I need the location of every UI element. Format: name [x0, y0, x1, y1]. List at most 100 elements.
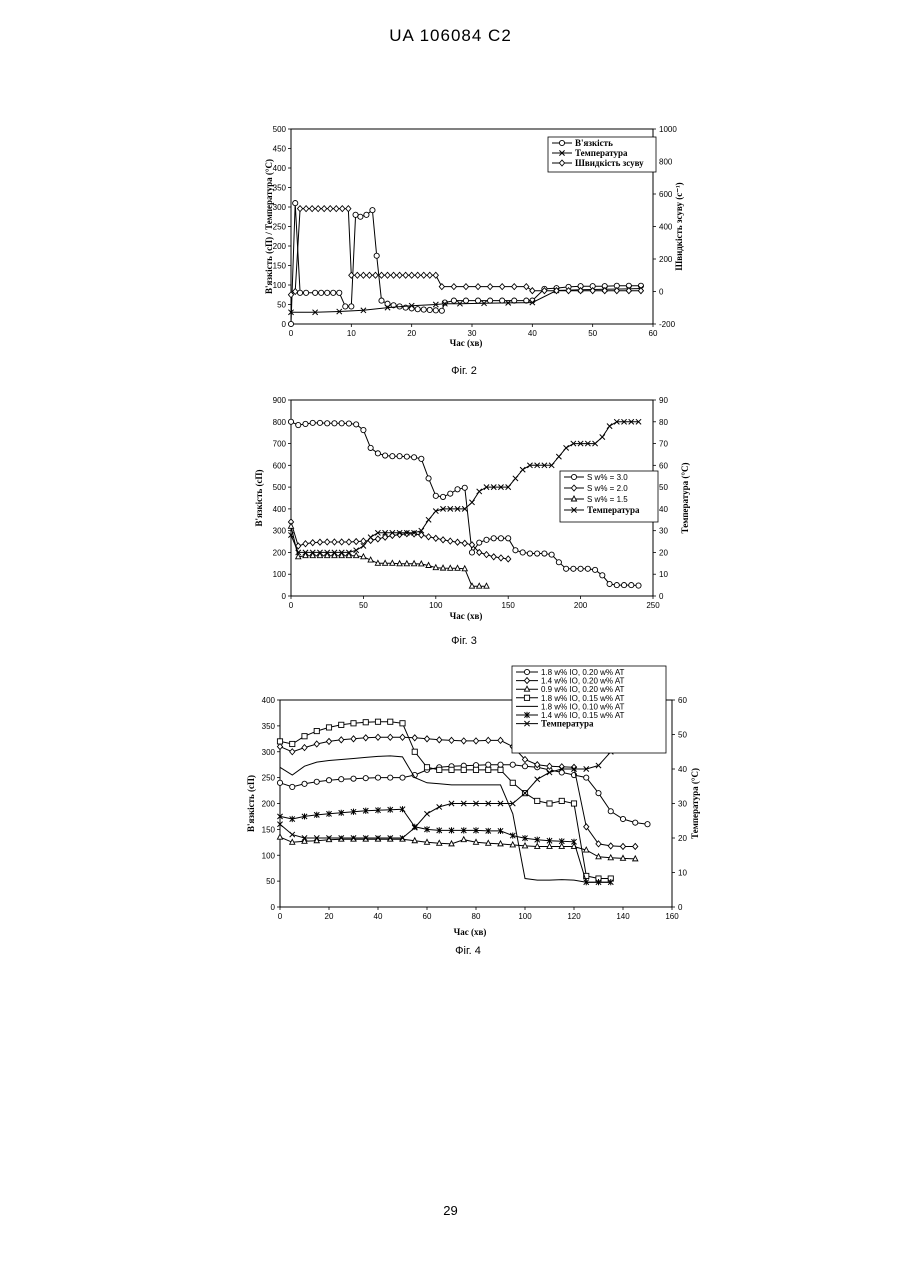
data-point — [500, 284, 505, 290]
data-point — [415, 272, 420, 278]
data-point — [316, 206, 321, 212]
legend-label: Температура — [575, 148, 628, 158]
data-point — [571, 566, 576, 571]
data-point — [375, 734, 380, 740]
data-point — [510, 762, 515, 767]
data-point — [332, 539, 337, 545]
data-point — [334, 206, 339, 212]
y-tick-label: 0 — [271, 903, 276, 912]
data-point — [549, 552, 554, 557]
y2-tick-label: 400 — [659, 223, 673, 232]
legend-marker — [571, 474, 576, 479]
data-point — [368, 445, 373, 450]
data-point — [310, 540, 315, 546]
data-point — [361, 427, 366, 432]
y-tick-label: 500 — [273, 125, 287, 134]
data-point — [488, 298, 493, 303]
y2-tick-label: 60 — [678, 696, 687, 705]
data-point — [564, 445, 569, 450]
data-point — [339, 421, 344, 426]
legend-marker — [559, 140, 564, 145]
data-point — [302, 781, 307, 786]
data-point — [448, 491, 453, 496]
data-point — [367, 272, 372, 278]
data-point — [277, 744, 282, 750]
x-tick-label: 200 — [574, 601, 588, 610]
x-axis-label: Час (хв) — [454, 927, 487, 937]
data-point — [277, 780, 282, 785]
legend-label: В'язкість — [575, 138, 613, 148]
legend-marker — [524, 695, 529, 700]
y2-axis-label: Температура (°С) — [680, 463, 690, 534]
y-tick-label: 400 — [262, 696, 276, 705]
y2-tick-label: 1000 — [659, 125, 677, 134]
data-point — [326, 738, 331, 744]
data-point — [475, 284, 480, 290]
data-point — [629, 583, 634, 588]
data-point — [477, 540, 482, 545]
data-point — [331, 290, 336, 295]
data-point — [486, 737, 491, 743]
data-point — [364, 212, 369, 217]
data-point — [277, 739, 282, 744]
data-point — [461, 837, 466, 842]
data-point — [346, 206, 351, 212]
series-line — [291, 209, 641, 295]
data-point — [477, 489, 482, 494]
data-point — [302, 745, 307, 751]
data-point — [461, 767, 466, 772]
x-tick-label: 40 — [528, 329, 537, 338]
data-point — [314, 779, 319, 784]
data-point — [535, 798, 540, 803]
y2-tick-label: 20 — [678, 834, 687, 843]
data-point — [437, 737, 442, 743]
data-point — [621, 583, 626, 588]
data-point — [498, 767, 503, 772]
y-tick-label: 150 — [262, 825, 276, 834]
document-header: UA 106084 C2 — [0, 26, 901, 46]
y-tick-label: 700 — [273, 440, 287, 449]
x-tick-label: 250 — [646, 601, 660, 610]
y-tick-label: 0 — [282, 320, 287, 329]
data-point — [383, 453, 388, 458]
x-tick-label: 140 — [616, 912, 630, 921]
y-tick-label: 450 — [273, 145, 287, 154]
data-point — [411, 561, 416, 566]
legend-marker — [524, 669, 529, 674]
data-point — [473, 767, 478, 772]
x-tick-label: 20 — [407, 329, 416, 338]
y2-tick-label: 20 — [659, 548, 668, 557]
x-tick-label: 50 — [359, 601, 368, 610]
data-point — [596, 791, 601, 796]
data-point — [343, 304, 348, 309]
data-point — [455, 539, 460, 545]
y2-tick-label: 10 — [678, 869, 687, 878]
y2-tick-label: 30 — [659, 527, 668, 536]
data-point — [559, 798, 564, 803]
y2-axis-label: Швидкість зсуву (с⁻¹) — [674, 182, 684, 270]
data-point — [607, 581, 612, 586]
x-tick-label: 30 — [468, 329, 477, 338]
x-tick-label: 0 — [289, 601, 294, 610]
data-point — [290, 749, 295, 755]
data-point — [513, 476, 518, 481]
data-point — [296, 422, 301, 427]
data-point — [600, 434, 605, 439]
data-point — [449, 737, 454, 743]
data-point — [498, 536, 503, 541]
data-point — [409, 272, 414, 278]
page-number: 29 — [0, 1203, 901, 1218]
y-tick-label: 250 — [273, 223, 287, 232]
y-tick-label: 100 — [273, 570, 287, 579]
data-point — [426, 534, 431, 540]
data-point — [340, 206, 345, 212]
data-point — [475, 298, 480, 303]
y2-tick-label: 0 — [678, 903, 683, 912]
y-tick-label: 800 — [273, 418, 287, 427]
y-tick-label: 300 — [262, 748, 276, 757]
data-point — [556, 454, 561, 459]
data-point — [326, 778, 331, 783]
data-point — [427, 307, 432, 312]
data-point — [332, 421, 337, 426]
data-point — [303, 541, 308, 547]
